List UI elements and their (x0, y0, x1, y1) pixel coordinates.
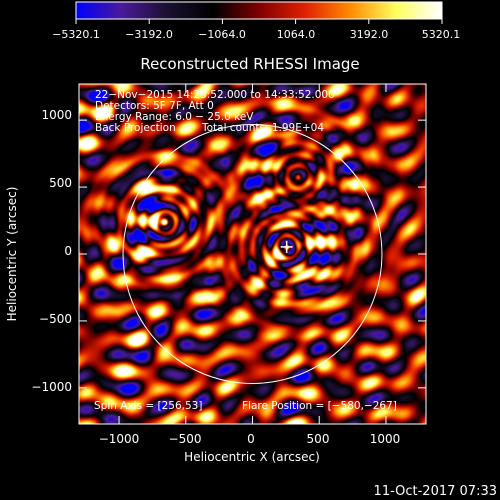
y-tick-label-2: 0 (64, 244, 72, 258)
x-tick-label-1: −500 (169, 432, 202, 446)
colorbar-tick-label-1: −3192.0 (125, 28, 173, 41)
colorbar: −5320.1 −3192.0 −1064.0 1064.0 3192.0 53… (52, 1, 461, 41)
annotation-block: 22−Nov−2015 14:23:52.000 to 14:33:52.000… (95, 89, 335, 134)
x-tick-labels: −1000 −500 0 500 1000 (99, 432, 401, 446)
y-tick-label-4: 1000 (41, 108, 72, 122)
flare-position-text: Flare Position = [−580,−267] (242, 400, 397, 412)
solar-limb-circle (122, 124, 383, 384)
colorbar-tick-label-2: −1064.0 (198, 28, 246, 41)
heatmap-image (79, 84, 426, 424)
x-tick-label-2: 0 (247, 432, 255, 446)
y-tick-label-1: −500 (39, 312, 72, 326)
colorbar-tick-label-4: 3192.0 (350, 28, 389, 41)
annotation-total-counts: Total counts: 1.99E+04 (201, 122, 324, 134)
x-tick-label-0: −1000 (99, 432, 140, 446)
y-tick-label-3: 500 (49, 176, 72, 190)
spin-axis-marker (280, 240, 293, 253)
plot-area: 22−Nov−2015 14:23:52.000 to 14:33:52.000… (78, 83, 427, 425)
annotation-method: Back Projection (95, 122, 176, 134)
x-tick-label-4: 1000 (370, 432, 401, 446)
annotation-detectors: Detectors: 5F 7F, Att 0 (95, 100, 214, 112)
y-axis-label: Heliocentric Y (arcsec) (5, 187, 19, 322)
colorbar-tick-label-3: 1064.0 (277, 28, 316, 41)
y-tick-label-0: −1000 (31, 380, 72, 394)
date-stamp: 11-Oct-2017 07:33 (374, 484, 497, 499)
chart-title: Reconstructed RHESSI Image (140, 55, 359, 73)
colorbar-tick-label-0: −5320.1 (52, 28, 100, 41)
y-tick-labels: −1000 −500 0 500 1000 (31, 108, 72, 394)
x-tick-label-3: 500 (307, 432, 330, 446)
colorbar-ticks (75, 19, 443, 24)
colorbar-tick-label-5: 5320.1 (422, 28, 461, 41)
annotation-energy-range: Energy Range: 6.0 − 25.0 keV (95, 111, 254, 123)
annotation-time-range: 22−Nov−2015 14:23:52.000 to 14:33:52.000 (95, 89, 335, 101)
x-axis-label: Heliocentric X (arcsec) (184, 450, 320, 464)
colorbar-strip (75, 1, 443, 20)
spin-axis-text: Spin Axis = [256,53] (94, 400, 202, 412)
axis-ticks (79, 84, 426, 424)
